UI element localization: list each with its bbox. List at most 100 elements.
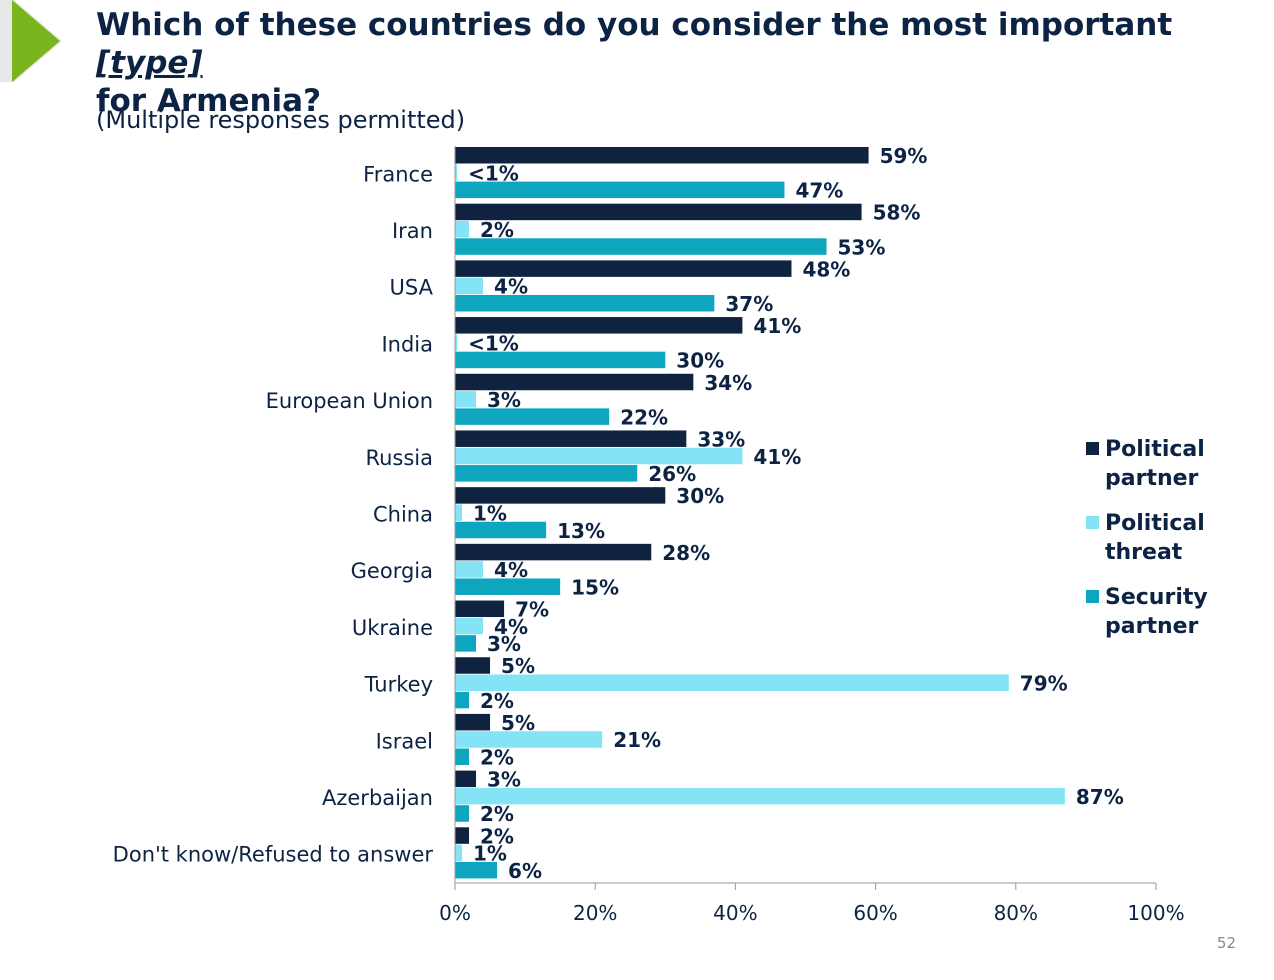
bar-political-partner — [455, 487, 666, 504]
bar-security-partner — [455, 465, 638, 482]
data-label: 3% — [487, 388, 521, 412]
data-label: 5% — [501, 711, 535, 735]
category-label: Turkey — [364, 673, 433, 697]
data-label: 7% — [515, 598, 549, 622]
legend-item: Security partner — [1086, 583, 1246, 641]
bar-political-partner — [455, 203, 862, 221]
data-label: 5% — [501, 654, 535, 678]
bar-political-partner — [455, 827, 470, 844]
bar-political-threat — [455, 617, 484, 635]
chart-legend: Political partner Political threat Security p… — [1086, 435, 1246, 657]
bar-political-threat — [455, 220, 470, 238]
data-label: 87% — [1076, 785, 1124, 809]
bar-political-partner — [455, 317, 743, 334]
x-tick-label: 60% — [853, 901, 897, 925]
x-tick-label: 0% — [439, 901, 471, 925]
x-tick-label: 80% — [994, 901, 1038, 925]
data-label: 41% — [753, 445, 801, 469]
data-label: 13% — [557, 519, 605, 543]
title-part-2: for Armenia? — [96, 83, 322, 119]
category-label: India — [381, 332, 433, 356]
data-label: 22% — [620, 405, 668, 429]
bar-political-partner — [455, 713, 491, 731]
bar-security-partner — [455, 691, 470, 709]
data-label: 47% — [795, 179, 843, 203]
bar-political-threat — [455, 844, 463, 862]
bar-political-threat — [455, 447, 743, 465]
bar-political-partner — [455, 600, 505, 618]
data-label: 30% — [676, 349, 724, 373]
legend-item: Political threat — [1086, 509, 1246, 567]
data-label: 30% — [676, 484, 724, 508]
category-label: Iran — [392, 219, 433, 243]
data-label: 79% — [1020, 672, 1068, 696]
category-label: Georgia — [351, 559, 433, 583]
legend-swatch — [1086, 442, 1099, 455]
legend-label-line1: Political — [1105, 437, 1205, 462]
bar-security-partner — [455, 351, 666, 369]
data-label: 58% — [873, 201, 921, 225]
legend-label-line1: Political — [1105, 511, 1205, 536]
data-label: 41% — [753, 314, 801, 338]
data-label: <1% — [468, 331, 519, 355]
legend-label-line1: Security — [1105, 585, 1208, 610]
category-label: European Union — [266, 389, 433, 413]
bar-security-partner — [455, 861, 498, 879]
bar-political-partner — [455, 373, 694, 391]
bar-political-threat — [455, 561, 484, 578]
bar-political-partner — [455, 260, 792, 277]
category-label: France — [363, 162, 433, 186]
bar-political-threat — [455, 334, 458, 351]
data-label: 15% — [571, 575, 619, 599]
category-label: Ukraine — [352, 616, 433, 640]
data-label: 28% — [662, 541, 710, 565]
bar-political-threat — [455, 164, 458, 181]
data-label: 4% — [494, 615, 528, 639]
data-label: 59% — [880, 144, 928, 168]
bar-security-partner — [455, 805, 470, 822]
category-label: USA — [390, 276, 434, 300]
data-label: 33% — [697, 427, 745, 451]
bar-political-threat — [455, 787, 1065, 805]
data-label: 2% — [480, 218, 514, 242]
bar-political-threat — [455, 731, 603, 748]
data-label: 3% — [487, 768, 521, 792]
bar-political-threat — [455, 504, 463, 521]
bar-political-partner — [455, 657, 491, 674]
bar-security-partner — [455, 238, 827, 255]
x-tick-label: 100% — [1127, 901, 1184, 925]
bar-political-partner — [455, 147, 869, 164]
bar-political-partner — [455, 430, 687, 447]
bar-political-partner — [455, 770, 477, 788]
data-label: 4% — [494, 275, 528, 299]
legend-item: Political partner — [1086, 435, 1246, 493]
data-label: 34% — [704, 371, 752, 395]
category-label: Russia — [365, 446, 433, 470]
data-label: 48% — [802, 257, 850, 281]
category-label: Israel — [376, 729, 433, 753]
bar-security-partner — [455, 635, 477, 652]
category-label: China — [373, 503, 433, 527]
legend-swatch — [1086, 516, 1099, 529]
data-label: <1% — [468, 161, 519, 185]
title-part-1: Which of these countries do you consider… — [96, 7, 1173, 43]
bar-political-threat — [455, 277, 484, 295]
data-label: 2% — [480, 802, 514, 826]
x-tick-label: 20% — [573, 901, 617, 925]
data-label: 26% — [648, 462, 696, 486]
data-label: 2% — [480, 824, 514, 848]
legend-label-line2: partner — [1105, 466, 1199, 491]
bar-political-threat — [455, 391, 477, 408]
data-label: 37% — [725, 292, 773, 316]
bar-political-partner — [455, 543, 652, 561]
category-label: Azerbaijan — [322, 786, 433, 810]
category-label: Don't know/Refused to answer — [113, 843, 434, 867]
bar-security-partner — [455, 181, 785, 199]
data-label: 53% — [838, 235, 886, 259]
data-label: 3% — [487, 632, 521, 656]
bar-security-partner — [455, 294, 715, 312]
data-label: 4% — [494, 558, 528, 582]
data-label: 21% — [613, 728, 661, 752]
legend-label-line2: partner — [1105, 614, 1199, 639]
